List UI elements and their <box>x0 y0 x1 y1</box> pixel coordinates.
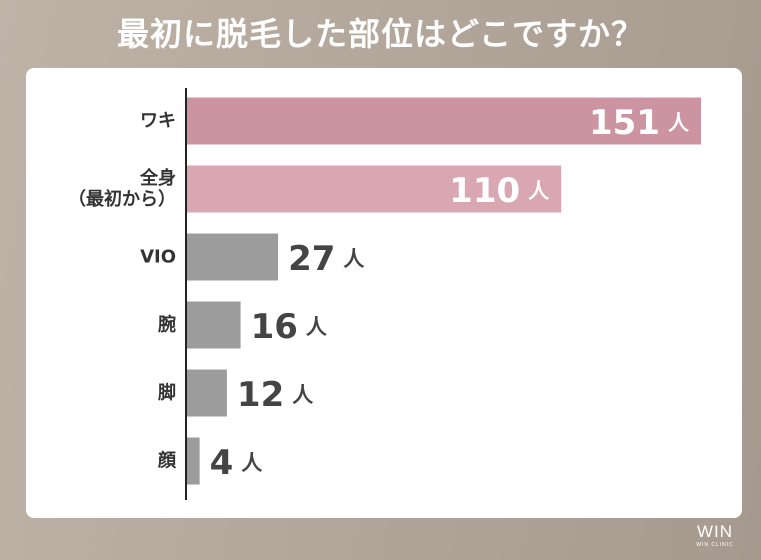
logo-wordmark: WIN <box>696 522 734 541</box>
value-label: 12 人 <box>237 375 313 415</box>
bar <box>186 437 200 485</box>
value-label: 27 人 <box>288 239 364 279</box>
logo-subtext: WIN CLINIC <box>696 542 734 548</box>
bar <box>186 301 241 349</box>
value-label: 110 人 <box>449 171 549 211</box>
bar <box>186 97 701 145</box>
value-label: 16 人 <box>251 307 327 347</box>
value-label: 151 人 <box>589 103 689 143</box>
category-label: VIO <box>140 247 176 268</box>
bar <box>186 369 227 417</box>
bar <box>186 165 562 213</box>
category-label: 腕 <box>158 314 176 336</box>
category-label: ワキ <box>140 111 176 132</box>
bar <box>186 233 279 281</box>
chart-title: 最初に脱毛した部位はどこですか？ <box>116 15 645 53</box>
category-label: （最初から） <box>68 188 176 210</box>
brand-logo: WIN WIN CLINIC <box>690 523 740 553</box>
category-label: 脚 <box>158 383 176 404</box>
category-label: 全身 <box>139 167 176 189</box>
category-label: 顔 <box>157 450 177 472</box>
